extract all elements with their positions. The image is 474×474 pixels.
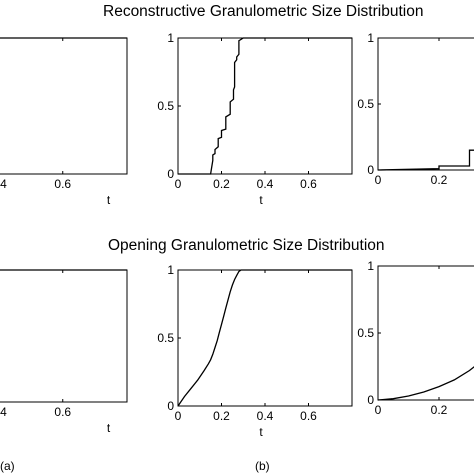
y-tick-label: 0.5: [357, 97, 374, 111]
y-tick-label: 0: [167, 399, 174, 413]
chart-panel-1: 0.20.40.6t: [0, 37, 128, 207]
axes-frame: [177, 269, 353, 407]
y-tick-label: 0.5: [357, 326, 374, 340]
x-tick-label: 0.6: [300, 177, 317, 191]
y-tick-label: 0.5: [157, 99, 174, 113]
series-line-1: [377, 149, 474, 171]
x-axis-label: t: [107, 193, 111, 207]
x-tick-label: 0: [175, 177, 182, 191]
x-tick-label: 0.2: [213, 409, 230, 423]
title-opening: Opening Granulometric Size Distribution: [108, 237, 385, 254]
y-tick-label: 1: [367, 31, 374, 45]
chart-panel-2: 0 0.2 0.4 0.6 0 0.5 1 t: [157, 31, 353, 207]
y-tick-label: 0.5: [157, 331, 174, 345]
axes-frame: [377, 265, 474, 401]
panel-label-b: (b): [255, 459, 270, 473]
x-axis-label: t: [259, 425, 263, 439]
x-tick-label: 0.6: [54, 405, 71, 419]
y-tick-label: 1: [167, 31, 174, 45]
axes-frame: [0, 269, 128, 403]
x-tick-label: 0.4: [257, 177, 274, 191]
x-axis-label: t: [259, 193, 263, 207]
x-tick-label: 0.6: [54, 177, 71, 191]
chart-panel-6: 0 0.2 0 0.5 1: [357, 259, 474, 417]
axes-frame: [0, 37, 128, 175]
chart-panel-5: 0 0.2 0.4 0.6 0 0.5 1 t: [157, 263, 353, 439]
y-tick-label: 0: [367, 393, 374, 407]
series-line-1: [177, 269, 352, 407]
axes-frame: [177, 37, 353, 175]
x-axis-label: t: [107, 421, 111, 435]
chart-panel-4: 0.20.40.6t: [0, 269, 128, 435]
x-tick-label: 0.6: [300, 409, 317, 423]
x-tick-label: 0.4: [257, 409, 274, 423]
title-reconstructive: Reconstructive Granulometric Size Distri…: [103, 3, 423, 20]
y-tick-label: 1: [367, 259, 374, 273]
y-tick-label: 0: [167, 167, 174, 181]
x-tick-label: 0.2: [431, 403, 448, 417]
x-tick-label: 0.2: [213, 177, 230, 191]
x-tick-label: 0: [375, 403, 382, 417]
y-tick-label: 1: [167, 263, 174, 277]
series-line-1: [178, 37, 352, 175]
series-line-1: [377, 366, 474, 401]
chart-panel-3: 0 0.2 0 0.5 1: [357, 31, 474, 187]
x-tick-label: 0.4: [0, 177, 7, 191]
y-tick-label: 0: [367, 163, 374, 177]
x-tick-label: 0.4: [0, 405, 7, 419]
x-tick-label: 0.2: [431, 173, 448, 187]
axes-frame: [377, 37, 474, 171]
panel-label-a: (a): [0, 459, 15, 473]
x-tick-label: 0: [375, 173, 382, 187]
x-tick-label: 0: [175, 409, 182, 423]
